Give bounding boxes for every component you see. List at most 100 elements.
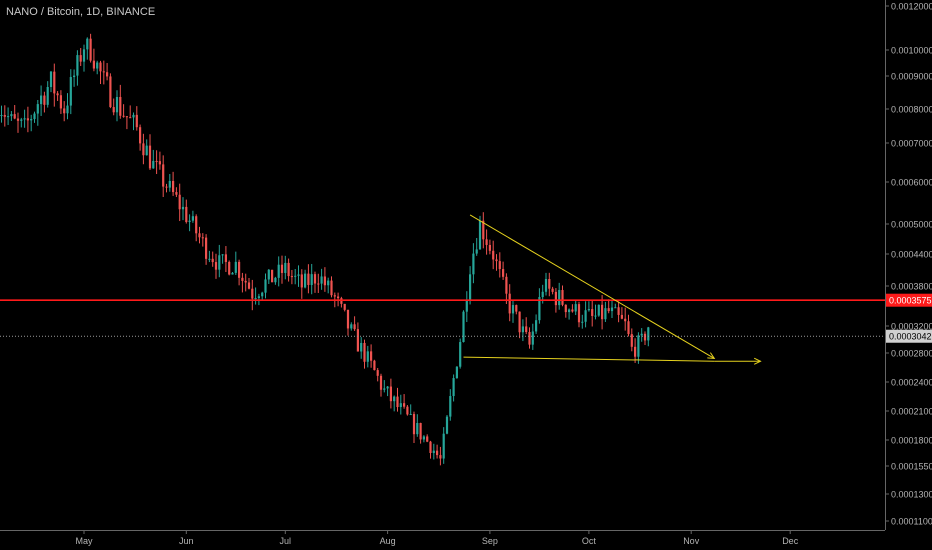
price-tick-label: 0.0002800 <box>891 349 932 359</box>
resistance-price-label: 0.0003575 <box>886 293 932 307</box>
candle <box>356 322 359 352</box>
candle <box>112 98 115 116</box>
candle-body <box>544 278 548 292</box>
candle <box>26 106 29 133</box>
price-axis[interactable]: 0.0012000 0.0010000 0.0009000 0.0008000 0.00… <box>885 0 932 530</box>
candle-body <box>294 275 297 277</box>
candle-body <box>610 307 614 312</box>
candle <box>59 90 62 114</box>
candle-body <box>172 180 175 193</box>
candle-body <box>59 95 62 109</box>
candle-body <box>224 254 227 262</box>
candle-body <box>597 304 600 316</box>
candle-body <box>43 95 46 105</box>
candle <box>597 304 600 317</box>
candle-body <box>148 145 152 169</box>
candle-body <box>195 216 198 234</box>
candle <box>627 314 630 337</box>
candle-body <box>492 250 495 260</box>
candle <box>416 414 419 437</box>
candle <box>73 69 76 87</box>
candle <box>205 234 208 265</box>
candle-body <box>139 127 142 144</box>
time-axis[interactable]: May Jun Jul Aug Sep Oct Nov Dec <box>0 530 885 546</box>
candle-body <box>40 95 43 105</box>
candle <box>251 279 254 311</box>
candle <box>327 277 330 294</box>
candle-body <box>313 274 317 284</box>
candle-body <box>13 114 16 119</box>
candle <box>218 244 221 278</box>
candle <box>544 272 548 296</box>
candle <box>393 395 396 412</box>
candle-body <box>538 297 541 321</box>
candle <box>290 269 293 285</box>
candle-body <box>643 333 647 341</box>
candle <box>10 111 13 121</box>
candle-body <box>343 303 346 310</box>
candle <box>373 359 376 371</box>
candle <box>475 238 478 256</box>
candle-body <box>551 288 554 292</box>
candle-body <box>251 288 254 299</box>
candle <box>241 272 244 293</box>
candle-body <box>439 455 442 459</box>
candle <box>172 171 175 196</box>
candle <box>485 229 488 255</box>
candle-body <box>383 388 386 390</box>
candle <box>472 243 475 284</box>
candle <box>353 316 356 331</box>
candle <box>264 273 267 299</box>
candle <box>267 268 270 285</box>
candle <box>419 422 422 444</box>
candle <box>228 260 231 276</box>
candle <box>617 301 620 323</box>
candle <box>436 444 439 459</box>
candle <box>89 33 92 63</box>
candle <box>340 296 343 308</box>
candle-body <box>393 396 396 402</box>
candle-body <box>56 93 59 96</box>
candle <box>76 50 79 86</box>
candle-body <box>634 346 637 357</box>
candle <box>304 269 307 289</box>
candle <box>564 304 567 318</box>
candle <box>343 303 346 312</box>
candle-body <box>20 119 23 121</box>
candle <box>181 197 185 221</box>
candle <box>515 304 518 315</box>
candle-body <box>432 450 435 454</box>
candle <box>224 246 227 272</box>
candle <box>125 116 128 130</box>
candle <box>297 265 300 287</box>
trendline-arrowhead <box>753 357 762 365</box>
candle <box>383 380 386 393</box>
candle-body <box>63 108 66 114</box>
candle-body <box>135 114 138 128</box>
candle <box>386 385 389 397</box>
candle <box>277 256 280 287</box>
chart-title: NANO / Bitcoin, 1D, BINANCE <box>6 6 156 18</box>
candle <box>238 259 241 286</box>
candle-body <box>337 296 340 299</box>
candle <box>521 319 524 342</box>
candle <box>432 443 435 460</box>
price-tick-label: 0.0010000 <box>891 46 932 56</box>
candle <box>191 210 194 223</box>
candle-body <box>475 249 478 254</box>
candle-body <box>112 107 115 113</box>
candle <box>33 111 36 123</box>
candle-body <box>624 318 627 322</box>
price-tick-label: 0.0003800 <box>891 282 932 292</box>
candle <box>247 277 251 290</box>
candle-body <box>327 280 330 286</box>
candle-body <box>284 262 287 273</box>
candle <box>244 273 247 292</box>
candle-body <box>89 38 92 61</box>
candle-body <box>399 403 402 408</box>
candle-body <box>478 220 482 250</box>
candle-body <box>152 160 155 169</box>
candle-body <box>581 321 584 323</box>
